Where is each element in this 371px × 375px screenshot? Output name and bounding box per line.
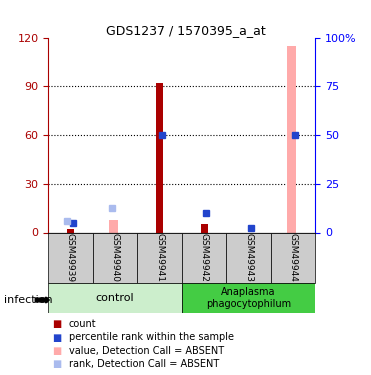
Text: GSM49940: GSM49940 — [111, 233, 119, 282]
Bar — [156, 83, 163, 232]
FancyBboxPatch shape — [93, 232, 137, 283]
FancyBboxPatch shape — [271, 232, 315, 283]
FancyBboxPatch shape — [226, 232, 271, 283]
Bar — [201, 226, 207, 232]
Bar — [287, 46, 296, 232]
Bar — [201, 224, 207, 232]
Text: Anaplasma
phagocytophilum: Anaplasma phagocytophilum — [206, 287, 291, 309]
FancyBboxPatch shape — [182, 283, 315, 313]
Text: GSM49941: GSM49941 — [155, 233, 164, 282]
Text: ■: ■ — [52, 333, 61, 342]
Text: control: control — [96, 293, 134, 303]
Text: rank, Detection Call = ABSENT: rank, Detection Call = ABSENT — [69, 359, 219, 369]
FancyBboxPatch shape — [48, 232, 93, 283]
Text: count: count — [69, 320, 96, 329]
Text: GDS1237 / 1570395_a_at: GDS1237 / 1570395_a_at — [106, 24, 265, 38]
Bar — [109, 219, 118, 232]
Text: ■: ■ — [52, 346, 61, 355]
Text: GSM49943: GSM49943 — [244, 233, 253, 282]
Text: GSM49939: GSM49939 — [66, 233, 75, 282]
Text: ■: ■ — [52, 359, 61, 369]
FancyBboxPatch shape — [48, 283, 182, 313]
Text: percentile rank within the sample: percentile rank within the sample — [69, 333, 234, 342]
Text: value, Detection Call = ABSENT: value, Detection Call = ABSENT — [69, 346, 224, 355]
Bar — [67, 229, 74, 232]
FancyBboxPatch shape — [137, 232, 182, 283]
Text: infection: infection — [4, 295, 52, 305]
Text: GSM49944: GSM49944 — [289, 233, 298, 282]
Text: ■: ■ — [52, 320, 61, 329]
Text: GSM49942: GSM49942 — [200, 233, 209, 282]
FancyBboxPatch shape — [182, 232, 226, 283]
